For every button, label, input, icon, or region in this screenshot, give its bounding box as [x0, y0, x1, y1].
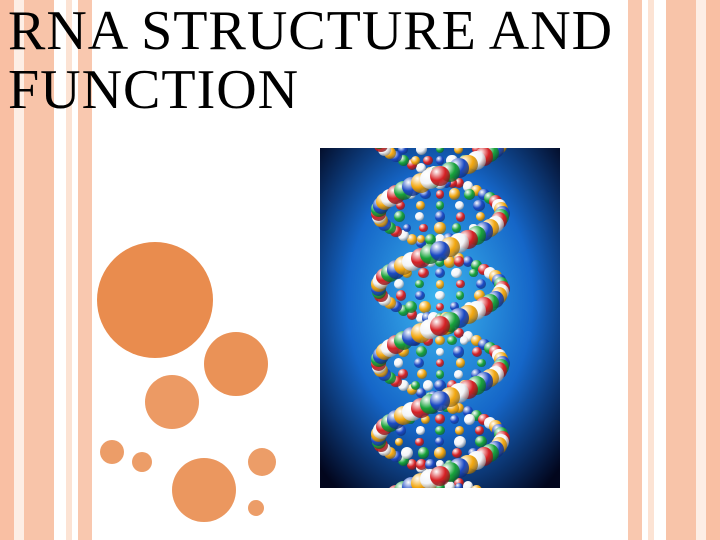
- atom: [417, 369, 427, 379]
- atom: [447, 336, 456, 345]
- atom: [423, 156, 433, 166]
- atom: [456, 358, 465, 367]
- decorative-circle: [248, 448, 276, 476]
- atom: [456, 291, 464, 299]
- atom: [456, 212, 466, 222]
- atom: [435, 336, 444, 345]
- atom: [416, 201, 425, 210]
- atom: [469, 269, 477, 277]
- dna-model-image: [320, 148, 560, 488]
- atom: [455, 426, 464, 435]
- atom: [436, 303, 444, 311]
- atom: [434, 222, 445, 233]
- atom: [436, 190, 445, 199]
- atom: [434, 447, 446, 459]
- atom: [418, 268, 429, 279]
- atom: [430, 391, 450, 411]
- slide-title: RNA STRUCTURE AND FUNCTION: [8, 2, 720, 120]
- atom: [403, 224, 411, 232]
- atom: [450, 415, 459, 424]
- atom: [454, 370, 463, 379]
- atom: [416, 426, 425, 435]
- atom: [454, 256, 465, 267]
- atom: [452, 223, 461, 232]
- decorative-circle: [248, 500, 264, 516]
- atom: [464, 189, 475, 200]
- atom: [415, 438, 423, 446]
- atom: [401, 447, 413, 459]
- decorative-circle: [97, 242, 213, 358]
- atom: [396, 290, 406, 300]
- atom: [395, 438, 403, 446]
- atom: [455, 483, 463, 488]
- atom: [430, 166, 450, 186]
- atom: [436, 201, 444, 209]
- atom: [405, 301, 417, 313]
- atom: [419, 224, 428, 233]
- decorative-circle: [204, 332, 268, 396]
- decorative-circle: [172, 458, 236, 522]
- atom: [435, 426, 444, 435]
- atom: [415, 280, 423, 288]
- atom: [475, 426, 484, 435]
- atom: [430, 241, 450, 261]
- atom: [436, 280, 445, 289]
- atom: [476, 279, 486, 289]
- atom: [430, 316, 450, 336]
- atom: [477, 359, 486, 368]
- atom: [436, 370, 445, 379]
- decorative-circle: [132, 452, 152, 472]
- decorative-circle: [100, 440, 124, 464]
- atom: [423, 380, 433, 390]
- atom: [464, 414, 475, 425]
- atom: [430, 466, 450, 486]
- atom: [435, 414, 445, 424]
- atom: [472, 347, 482, 357]
- atom: [456, 280, 464, 288]
- atom: [453, 346, 465, 358]
- atom: [418, 447, 429, 458]
- atom: [435, 291, 444, 300]
- atom: [460, 336, 468, 344]
- atom: [394, 358, 403, 367]
- atom: [436, 348, 444, 356]
- decorative-circle: [145, 375, 199, 429]
